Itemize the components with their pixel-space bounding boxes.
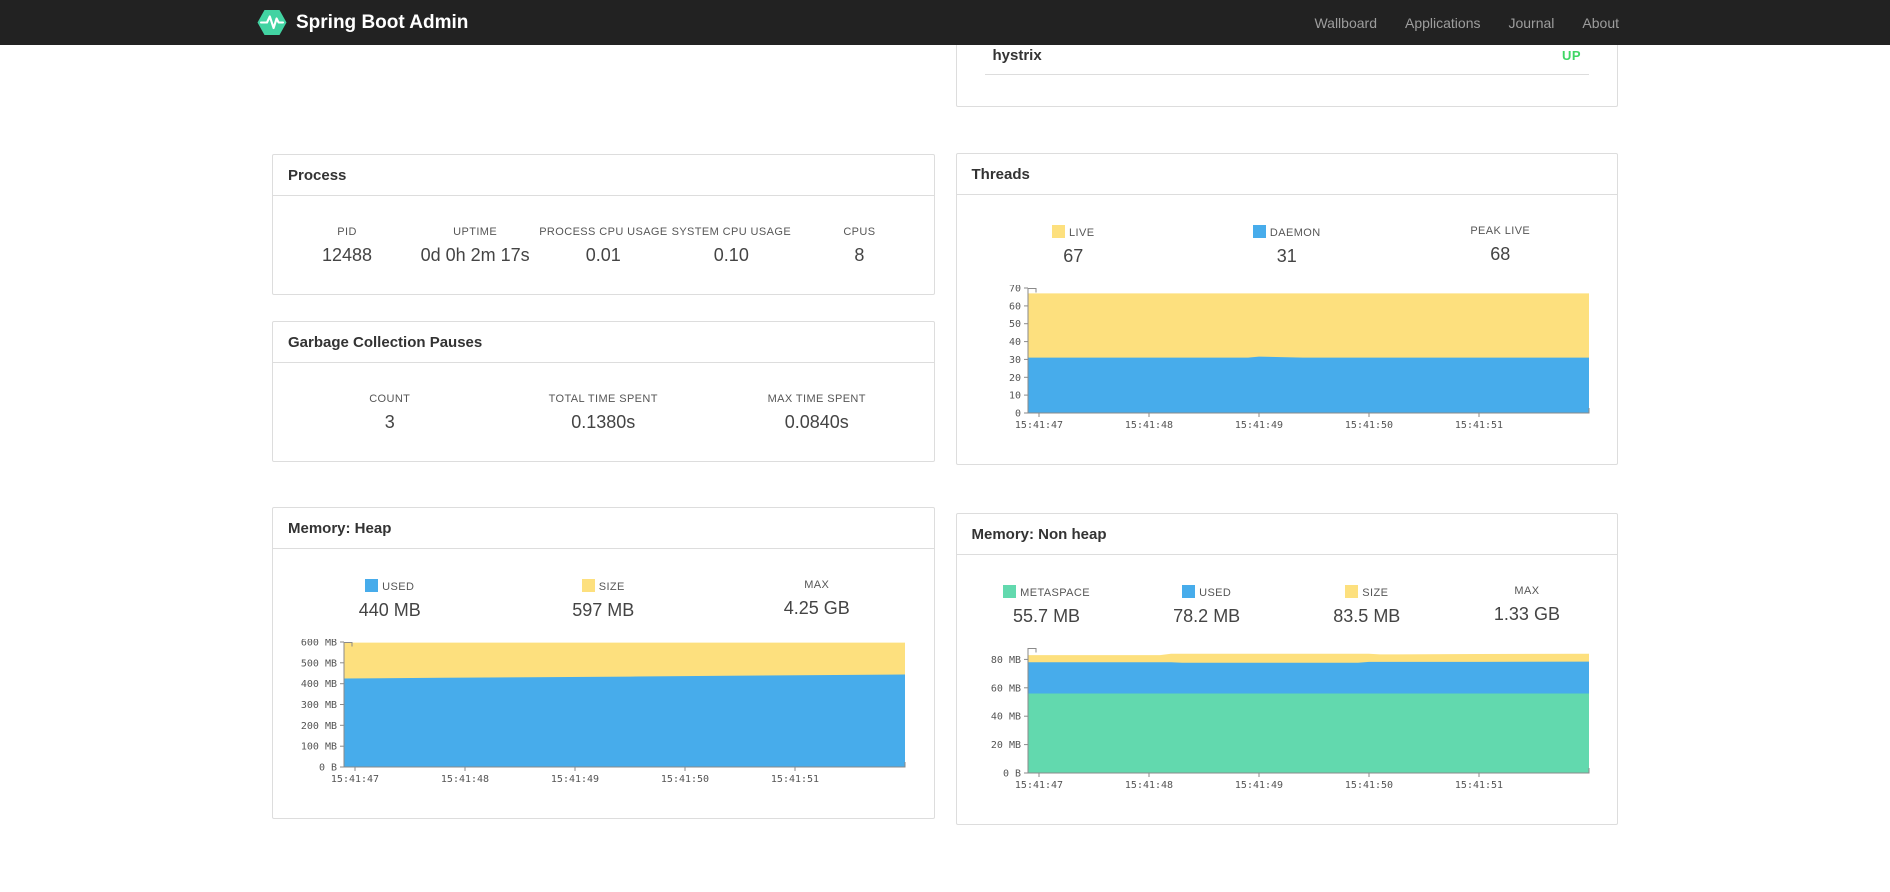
applications-panel: hystrix UP [955,45,1618,107]
svg-text:15:41:50: 15:41:50 [661,774,709,785]
stat-nonheap-size: SIZE 83.5 MB [1333,585,1401,626]
svg-text:200 MB: 200 MB [301,721,337,732]
svg-text:15:41:47: 15:41:47 [1014,420,1062,431]
right-column: hystrix UP Threads LIVE 67 DAEMON 31 PEA… [955,45,1618,825]
stat-nonheap-used: USED 78.2 MB [1173,585,1241,626]
gc-stats: COUNT 3 TOTAL TIME SPENT 0.1380s MAX TIM… [273,363,934,461]
stat-nonheap-max: MAX 1.33 GB [1493,585,1560,624]
svg-text:15:41:49: 15:41:49 [551,774,599,785]
svg-text:15:41:51: 15:41:51 [771,774,819,785]
svg-text:15:41:47: 15:41:47 [1014,780,1062,791]
svg-text:500 MB: 500 MB [301,658,337,669]
svg-text:20: 20 [1008,373,1020,384]
stat-heap-used: USED 440 MB [358,579,421,620]
svg-text:15:41:48: 15:41:48 [441,774,489,785]
gc-panel: Garbage Collection Pauses COUNT 3 TOTAL … [272,321,935,462]
metaspace-legend-swatch [1003,585,1017,598]
spacer [272,45,935,154]
daemon-legend-swatch [1252,225,1266,238]
svg-text:30: 30 [1008,355,1020,366]
svg-text:600 MB: 600 MB [301,639,337,649]
svg-text:70: 70 [1008,285,1020,295]
memory-nonheap-panel: Memory: Non heap METASPACE 55.7 MB USED … [955,513,1618,825]
content: Process PID 12488 UPTIME 0d 0h 2m 17s PR… [272,45,1618,825]
size-legend-swatch [581,579,595,592]
stat-threads-daemon: DAEMON 31 [1180,225,1394,267]
stat-process-cpu-usage: PROCESS CPU USAGE 0.01 [539,226,668,265]
svg-text:80 MB: 80 MB [990,655,1020,666]
svg-text:300 MB: 300 MB [301,700,337,711]
svg-text:15:41:51: 15:41:51 [1454,420,1502,431]
svg-text:40 MB: 40 MB [990,712,1020,723]
svg-text:0 B: 0 B [319,763,337,774]
nav-item-wallboard[interactable]: Wallboard [1314,14,1377,31]
svg-text:60: 60 [1008,301,1020,312]
used-legend-swatch [365,579,379,592]
process-panel: Process PID 12488 UPTIME 0d 0h 2m 17s PR… [272,154,935,295]
size-legend-swatch [1345,585,1359,598]
svg-text:10: 10 [1008,391,1020,402]
panel-title: Garbage Collection Pauses [273,322,934,363]
svg-text:15:41:50: 15:41:50 [1344,780,1392,791]
stat-threads-peak-live: PEAK LIVE 68 [1470,225,1531,264]
navbar: Spring Boot Admin Wallboard Applications… [0,0,1890,45]
application-row-hystrix[interactable]: hystrix UP [984,45,1589,75]
svg-text:400 MB: 400 MB [301,679,337,690]
live-legend-swatch [1052,225,1066,238]
svg-text:15:41:51: 15:41:51 [1454,780,1502,791]
panel-title: Process [273,155,934,196]
stat-pid: PID 12488 [322,226,373,265]
nav-item-applications[interactable]: Applications [1404,14,1481,31]
svg-text:0: 0 [1014,409,1020,420]
nav-links: Wallboard Applications Journal About [1300,15,1633,31]
used-legend-swatch [1182,585,1196,598]
memory-heap-panel: Memory: Heap USED 440 MB SIZE 597 MB MAX… [272,507,935,819]
stat-threads-live: LIVE 67 [967,225,1181,267]
svg-text:40: 40 [1008,337,1020,348]
brand-link[interactable]: Spring Boot Admin [257,9,468,36]
stat-uptime: UPTIME 0d 0h 2m 17s [420,226,530,265]
threads-panel: Threads LIVE 67 DAEMON 31 PEAK LIVE 68 0… [955,153,1618,465]
stat-heap-max: MAX 4.25 GB [783,579,850,618]
svg-text:60 MB: 60 MB [990,683,1020,694]
stat-cpus: CPUS 8 [843,226,876,265]
panel-title: Memory: Heap [273,508,934,549]
memory-heap-chart: 0 B 100 MB 200 MB 300 MB 400 MB 500 MB 600 MB 1… [274,639,933,789]
panel-title: Threads [956,154,1617,195]
status-badge: UP [1561,48,1581,63]
application-name[interactable]: hystrix [992,47,1042,64]
stat-system-cpu-usage: SYSTEM CPU USAGE 0.10 [671,226,792,265]
nav-item-about[interactable]: About [1582,14,1619,31]
pulse-logo-icon [257,9,287,36]
stat-gc-max-time: MAX TIME SPENT 0.0840s [767,393,866,432]
stat-gc-count: COUNT 3 [369,393,411,432]
panel-title: Memory: Non heap [956,514,1617,555]
left-column: Process PID 12488 UPTIME 0d 0h 2m 17s PR… [272,45,935,819]
stat-gc-total-time: TOTAL TIME SPENT 0.1380s [548,393,658,432]
nonheap-stats: METASPACE 55.7 MB USED 78.2 MB SIZE 83.5… [957,555,1618,627]
memory-nonheap-chart: 0 B 20 MB 40 MB 60 MB 80 MB 15:41:47 15:41:48 1… [958,645,1617,795]
svg-text:100 MB: 100 MB [301,742,337,753]
svg-text:15:41:48: 15:41:48 [1124,420,1172,431]
svg-text:15:41:48: 15:41:48 [1124,780,1172,791]
nav-item-journal[interactable]: Journal [1508,14,1555,31]
svg-text:20 MB: 20 MB [990,740,1020,751]
stat-heap-size: SIZE 597 MB [572,579,635,620]
stat-nonheap-metaspace: METASPACE 55.7 MB [967,585,1127,627]
svg-text:50: 50 [1008,319,1020,330]
threads-chart: 0 10 20 30 40 50 60 70 15:41:47 15:41:48 15:41:49 1… [958,285,1617,435]
threads-stats: LIVE 67 DAEMON 31 PEAK LIVE 68 [957,195,1618,267]
svg-text:15:41:49: 15:41:49 [1234,420,1282,431]
svg-text:15:41:49: 15:41:49 [1234,780,1282,791]
svg-text:0 B: 0 B [1002,769,1020,780]
spacer [957,75,1618,106]
heap-stats: USED 440 MB SIZE 597 MB MAX 4.25 GB [273,549,934,621]
svg-text:15:41:50: 15:41:50 [1344,420,1392,431]
svg-text:15:41:47: 15:41:47 [331,774,379,785]
brand-title: Spring Boot Admin [296,11,469,33]
process-stats: PID 12488 UPTIME 0d 0h 2m 17s PROCESS CP… [273,196,934,294]
